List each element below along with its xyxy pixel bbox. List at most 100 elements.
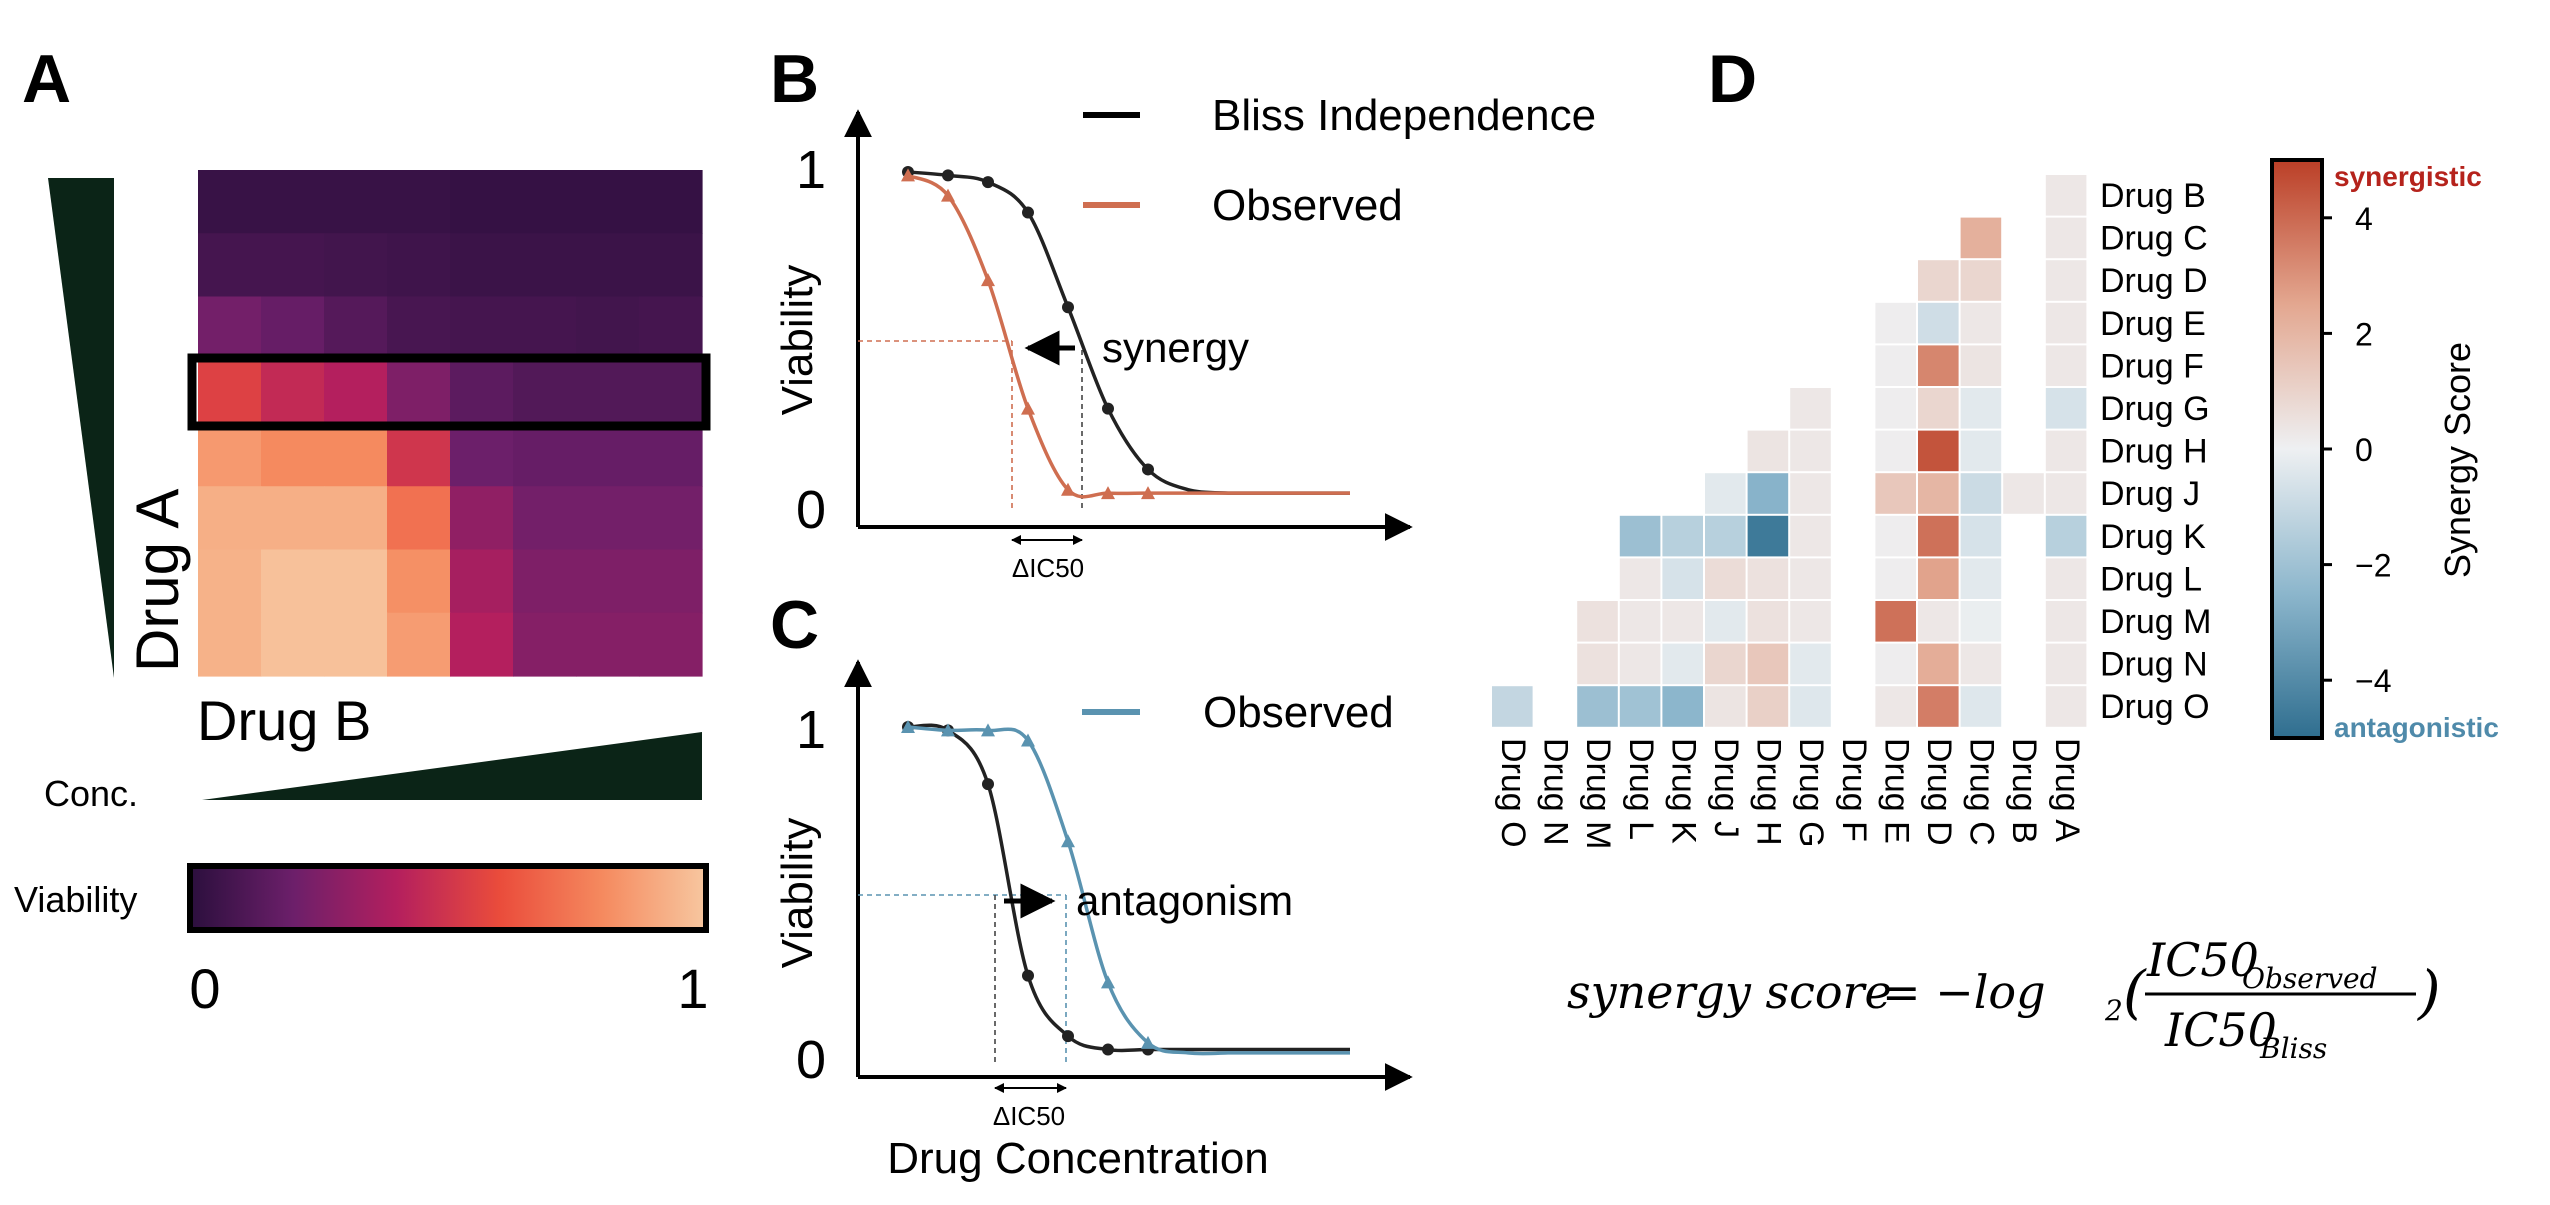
synergy-cell <box>1960 473 2002 514</box>
synergy-cell <box>1790 473 1831 514</box>
synergy-cell <box>1492 686 1533 727</box>
formula-numerator-sub: Observed <box>2242 962 2378 995</box>
synergy-cell <box>1619 601 1661 642</box>
observed-curve <box>907 173 1350 499</box>
synergy-cell <box>2045 643 2087 685</box>
row-label: Drug M <box>2100 603 2211 641</box>
synergy-cell <box>1960 430 2002 472</box>
synergistic-label: synergistic <box>2334 161 2482 192</box>
heatmap-cell <box>198 359 262 424</box>
heatmap-cell <box>639 296 703 361</box>
formula-lhs: synergy score <box>1567 965 1892 1019</box>
synergy-cell <box>1790 558 1831 599</box>
heatmap-cell <box>576 612 640 677</box>
col-label: Drug N <box>1537 738 1575 846</box>
heatmap-cell <box>198 549 262 614</box>
observed-point <box>901 168 915 182</box>
heatmap-cell <box>324 296 388 361</box>
observed-point <box>981 273 995 287</box>
synergy-cell <box>2045 430 2087 472</box>
colorbar-tick-label: 0 <box>2355 432 2373 468</box>
heatmap-cell <box>261 233 325 298</box>
heatmap-cell <box>639 359 703 424</box>
highlighted-row-box <box>187 353 711 431</box>
formula-close-paren: ) <box>2416 958 2441 1026</box>
heatmap-cell <box>324 359 388 424</box>
heatmap-cell <box>324 423 388 487</box>
colorbar-tick-label: 2 <box>2355 316 2373 352</box>
delta-ic50-label-c: ΔIC50 <box>993 1101 1065 1131</box>
formula-denominator-sub: Bliss <box>2259 1032 2327 1065</box>
heatmap-cell <box>261 423 325 487</box>
synergy-cell <box>1747 473 1789 514</box>
synergy-cell <box>1705 686 1746 727</box>
synergy-cell <box>1960 388 2002 429</box>
drug-a-concentration-wedge <box>48 178 114 678</box>
heatmap-cell <box>513 612 577 677</box>
conc-label: Conc. <box>44 773 138 814</box>
curves-b <box>858 166 1350 510</box>
synergy-cell <box>2045 217 2087 259</box>
synergy-cell <box>1662 686 1703 727</box>
heatmap-cell <box>324 549 388 614</box>
synergy-cell <box>1619 686 1661 727</box>
synergy-cell <box>1705 515 1746 557</box>
synergy-cell <box>1875 558 1916 599</box>
heatmap-cell <box>513 423 577 487</box>
synergy-cell <box>1619 558 1661 599</box>
panel-a: A Drug A Drug B Conc. Viability 0 1 <box>14 41 711 1020</box>
row-label: Drug D <box>2100 262 2208 300</box>
heatmap-cell <box>387 423 451 487</box>
synergy-cell <box>1960 558 2002 599</box>
synergy-cell <box>1918 686 1959 727</box>
synergy-cell <box>1577 686 1618 727</box>
heatmap-cell <box>324 170 388 234</box>
heatmap-cell <box>324 486 388 551</box>
observed-point <box>1101 486 1115 500</box>
heatmap-cell <box>639 612 703 677</box>
bliss-point <box>1102 1043 1114 1056</box>
delta-ic50-label-b: ΔIC50 <box>1012 553 1084 583</box>
synergy-cell <box>1960 601 2002 642</box>
heatmap-cell <box>387 549 451 614</box>
heatmap-cell <box>198 233 262 298</box>
synergy-cell <box>1875 601 1916 642</box>
heatmap-cell <box>639 486 703 551</box>
synergy-cell <box>1875 302 1916 344</box>
observed-point <box>1141 486 1155 500</box>
colorbar-tick-label: −4 <box>2355 663 2391 699</box>
heatmap-cell <box>198 486 262 551</box>
bliss-curve <box>907 723 1350 1053</box>
synergy-cell <box>1577 601 1618 642</box>
col-label: Drug G <box>1792 738 1830 848</box>
synergy-cell <box>1790 686 1831 727</box>
synergy-cell <box>1875 430 1916 472</box>
observed-point <box>1141 1035 1155 1049</box>
drug-a-label: Drug A <box>124 489 191 672</box>
heatmap-cell <box>576 170 640 234</box>
synergy-cell <box>1705 643 1746 685</box>
synergy-cell <box>1875 473 1916 514</box>
synergy-cell <box>1705 558 1746 599</box>
synergy-cell <box>1747 643 1789 685</box>
panel-label-a: A <box>22 41 71 117</box>
observed-point <box>1101 975 1115 989</box>
row-label: Drug F <box>2100 347 2204 385</box>
heatmap-cell <box>450 359 514 424</box>
synergy-cell <box>1662 601 1703 642</box>
col-label: Drug O <box>1494 738 1532 848</box>
col-label: Drug E <box>1877 738 1915 844</box>
synergy-cell <box>2045 260 2087 301</box>
observed-point <box>981 723 995 737</box>
heatmap-cell <box>387 359 451 424</box>
heatmap-cell <box>387 233 451 298</box>
synergy-cell <box>1875 388 1916 429</box>
heatmap-cell <box>513 233 577 298</box>
synergy-cell <box>1747 601 1789 642</box>
synergy-cell <box>1918 601 1959 642</box>
heatmap-cell <box>576 296 640 361</box>
synergy-annotation: synergy <box>1102 324 1249 371</box>
colorbar-tick-label: −2 <box>2355 548 2391 584</box>
synergy-cell <box>1577 643 1618 685</box>
col-label: Drug J <box>1707 738 1745 838</box>
